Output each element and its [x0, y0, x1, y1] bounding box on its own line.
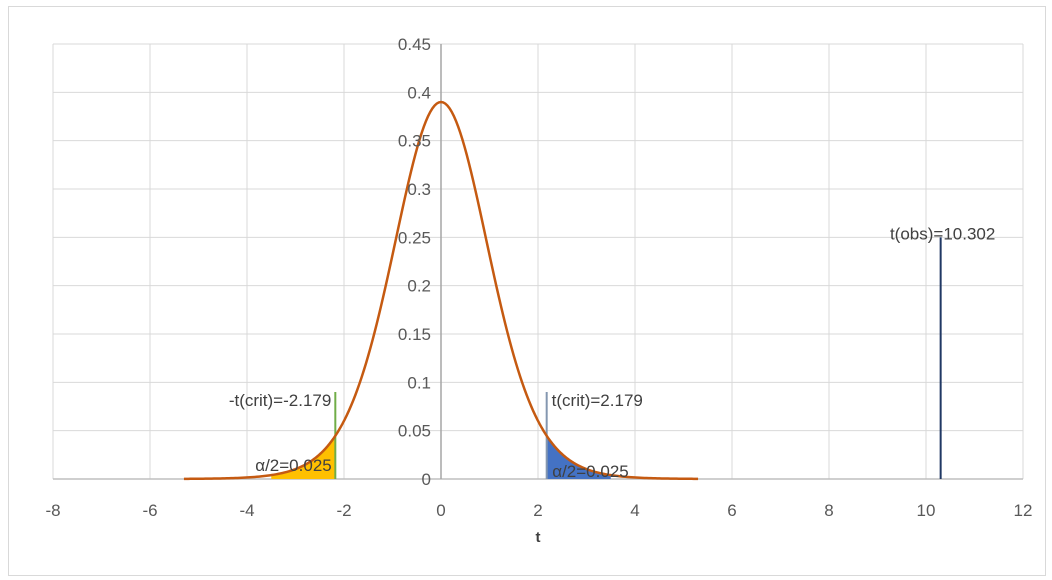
x-tick-label: 12: [1014, 501, 1033, 520]
tobs-label: t(obs)=10.302: [890, 224, 995, 243]
x-tick-label: 4: [630, 501, 639, 520]
x-tick-label: -6: [142, 501, 157, 520]
reference-lines: [334, 237, 942, 479]
right-tail-area: [546, 435, 611, 479]
neg-tcrit-label: -t(crit)=-2.179: [229, 391, 332, 410]
y-tick-label: 0.05: [398, 422, 431, 441]
y-tick-label: 0.15: [398, 325, 431, 344]
y-tick-label: 0.35: [398, 132, 431, 151]
y-tick-label: 0.45: [398, 35, 431, 54]
chart-frame: -8 -6 -4 -2 0 2 4 6 8 10 12 0 0.05 0.1 0.15 0.2 0.25 0.3 0…: [8, 6, 1046, 576]
left-tail-area: [271, 435, 336, 479]
left-alpha-label: α/2=0.025: [255, 456, 331, 475]
y-tick-label: 0: [422, 470, 431, 489]
y-tick-label: 0.3: [407, 180, 431, 199]
annotations: -t(crit)=-2.179 t(crit)=2.179 t(obs)=10.30…: [229, 224, 996, 481]
t-distribution-chart: -8 -6 -4 -2 0 2 4 6 8 10 12 0 0.05 0.1 0.15 0.2 0.25 0.3 0…: [45, 35, 1032, 546]
y-tick-label: 0.25: [398, 228, 431, 247]
x-tick-label: 10: [917, 501, 936, 520]
x-tick-label: 0: [436, 501, 445, 520]
density-curve-line: [183, 100, 699, 481]
x-tick-label: -2: [336, 501, 351, 520]
tcrit-label: t(crit)=2.179: [552, 391, 643, 410]
tick-labels: -8 -6 -4 -2 0 2 4 6 8 10 12 0 0.05 0.1 0.15 0.2 0.25 0.3 0…: [45, 35, 1032, 520]
x-tick-label: 2: [533, 501, 542, 520]
density-curve: [183, 100, 699, 481]
x-tick-label: 8: [824, 501, 833, 520]
y-tick-label: 0.1: [407, 373, 431, 392]
gridlines: [52, 43, 1024, 480]
y-tick-label: 0.4: [407, 83, 431, 102]
x-tick-label: 6: [727, 501, 736, 520]
x-tick-label: -4: [239, 501, 254, 520]
x-axis-title: t: [536, 529, 541, 546]
shaded-areas: [271, 435, 611, 479]
right-alpha-label: α/2=0.025: [552, 462, 628, 481]
x-tick-label: -8: [45, 501, 60, 520]
y-tick-label: 0.2: [407, 277, 431, 296]
